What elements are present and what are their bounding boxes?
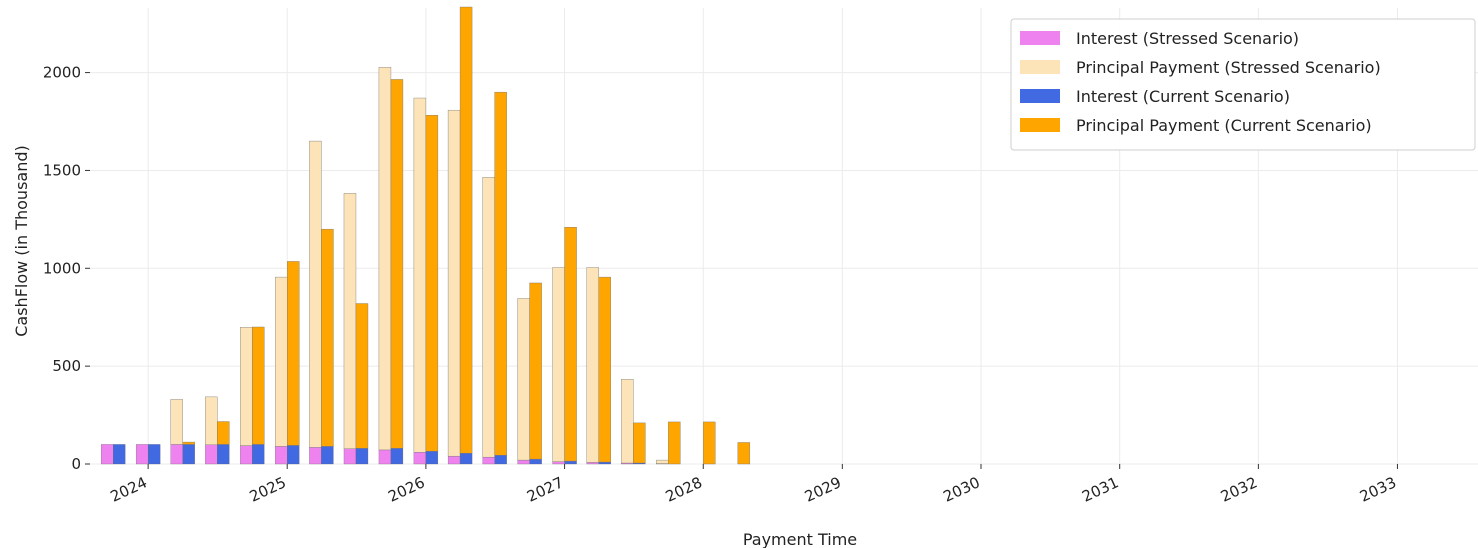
bar-interest-current (529, 458, 542, 465)
y-tick-label: 2000 (43, 64, 81, 82)
legend-box (1010, 18, 1476, 151)
legend-swatch (1020, 60, 1060, 74)
bar-interest-stressed (309, 447, 322, 465)
x-tick-label: 2029 (802, 473, 844, 505)
bar-principal-current (321, 228, 334, 447)
bar-interest-stressed (447, 456, 461, 465)
bar-principal-stressed (240, 327, 253, 446)
bar-principal-stressed (275, 276, 288, 447)
bar-interest-stressed (240, 445, 253, 465)
bar-principal-current (737, 442, 751, 465)
x-tick-label: 2027 (524, 473, 566, 505)
bar-principal-stressed (343, 193, 357, 449)
bar-interest-stressed (275, 446, 288, 465)
x-tick-label: 2032 (1218, 473, 1260, 505)
bar-principal-stressed (205, 396, 218, 446)
bar-interest-current (321, 446, 334, 465)
bar-interest-current (390, 448, 404, 465)
bar-principal-stressed (517, 298, 530, 461)
bar-interest-stressed (586, 462, 599, 465)
x-tick-label: 2026 (385, 473, 427, 505)
legend-swatch (1020, 118, 1060, 132)
bar-principal-stressed (378, 67, 392, 451)
bar-interest-current (494, 455, 507, 465)
bar-principal-current (703, 421, 716, 465)
bar-interest-current (425, 451, 439, 465)
y-tick-label: 500 (52, 357, 81, 375)
y-tick-label: 0 (71, 455, 81, 473)
bar-principal-current (529, 282, 542, 460)
x-tick-label: 2031 (1079, 473, 1121, 505)
bar-interest-stressed (378, 449, 392, 465)
bar-principal-stressed (656, 459, 669, 464)
legend-label: Interest (Stressed Scenario) (1076, 29, 1299, 48)
bar-interest-current (459, 453, 473, 465)
bar-principal-stressed (586, 267, 599, 463)
bar-interest-current (287, 445, 300, 465)
bar-interest-stressed (517, 459, 530, 465)
y-axis-title: CashFlow (in Thousand) (12, 145, 31, 337)
bar-interest-stressed (482, 457, 495, 465)
legend-swatch (1020, 89, 1060, 103)
x-tick-label: 2030 (940, 473, 982, 505)
bar-principal-current (494, 91, 507, 456)
bar-principal-current (390, 79, 404, 449)
legend: Interest (Stressed Scenario) Principal Pa… (1010, 18, 1476, 151)
bar-interest-stressed (552, 461, 565, 465)
bar-interest-current (564, 460, 577, 465)
bar-interest-current (182, 444, 195, 465)
bar-interest-stressed (101, 444, 114, 465)
bar-principal-current (217, 421, 230, 445)
x-tick-label: 2024 (108, 473, 150, 505)
bar-principal-current (425, 115, 439, 452)
y-tick-label: 1000 (43, 259, 81, 277)
bar-interest-stressed (343, 448, 357, 465)
bar-principal-current (564, 226, 577, 462)
bar-interest-current (147, 444, 161, 465)
bar-interest-current (598, 461, 611, 465)
bar-principal-stressed (621, 379, 634, 464)
bars (101, 6, 751, 465)
x-tick-label: 2025 (247, 473, 289, 505)
bar-interest-stressed (170, 444, 183, 465)
bar-principal-current (182, 441, 195, 445)
bar-principal-current (252, 326, 265, 445)
legend-swatch (1020, 31, 1060, 45)
bar-principal-stressed (552, 267, 565, 462)
bar-principal-stressed (447, 109, 461, 457)
legend-label: Principal Payment (Stressed Scenario) (1076, 58, 1381, 77)
bar-principal-stressed (309, 140, 322, 448)
x-tick-label: 2033 (1357, 473, 1399, 505)
bar-principal-current (633, 422, 646, 464)
legend-label: Principal Payment (Current Scenario) (1076, 116, 1372, 135)
bar-interest-stressed (135, 444, 149, 465)
bar-principal-stressed (170, 399, 183, 445)
bar-principal-current (668, 421, 681, 465)
x-tick-label: 2028 (663, 473, 705, 505)
x-axis-title: Payment Time (743, 530, 857, 548)
bar-interest-current (355, 448, 369, 465)
y-tick-label: 1500 (43, 161, 81, 179)
bar-principal-current (598, 276, 611, 463)
bar-interest-current (252, 444, 265, 465)
bar-principal-current (459, 6, 473, 454)
bar-principal-stressed (413, 97, 427, 453)
bar-interest-stressed (205, 444, 218, 465)
bar-principal-current (287, 261, 300, 446)
legend-label: Interest (Current Scenario) (1076, 87, 1290, 106)
bar-interest-stressed (413, 452, 427, 465)
bar-principal-current (355, 303, 369, 449)
bar-principal-stressed (482, 177, 495, 458)
bar-interest-current (217, 444, 230, 465)
bar-interest-current (113, 444, 126, 465)
